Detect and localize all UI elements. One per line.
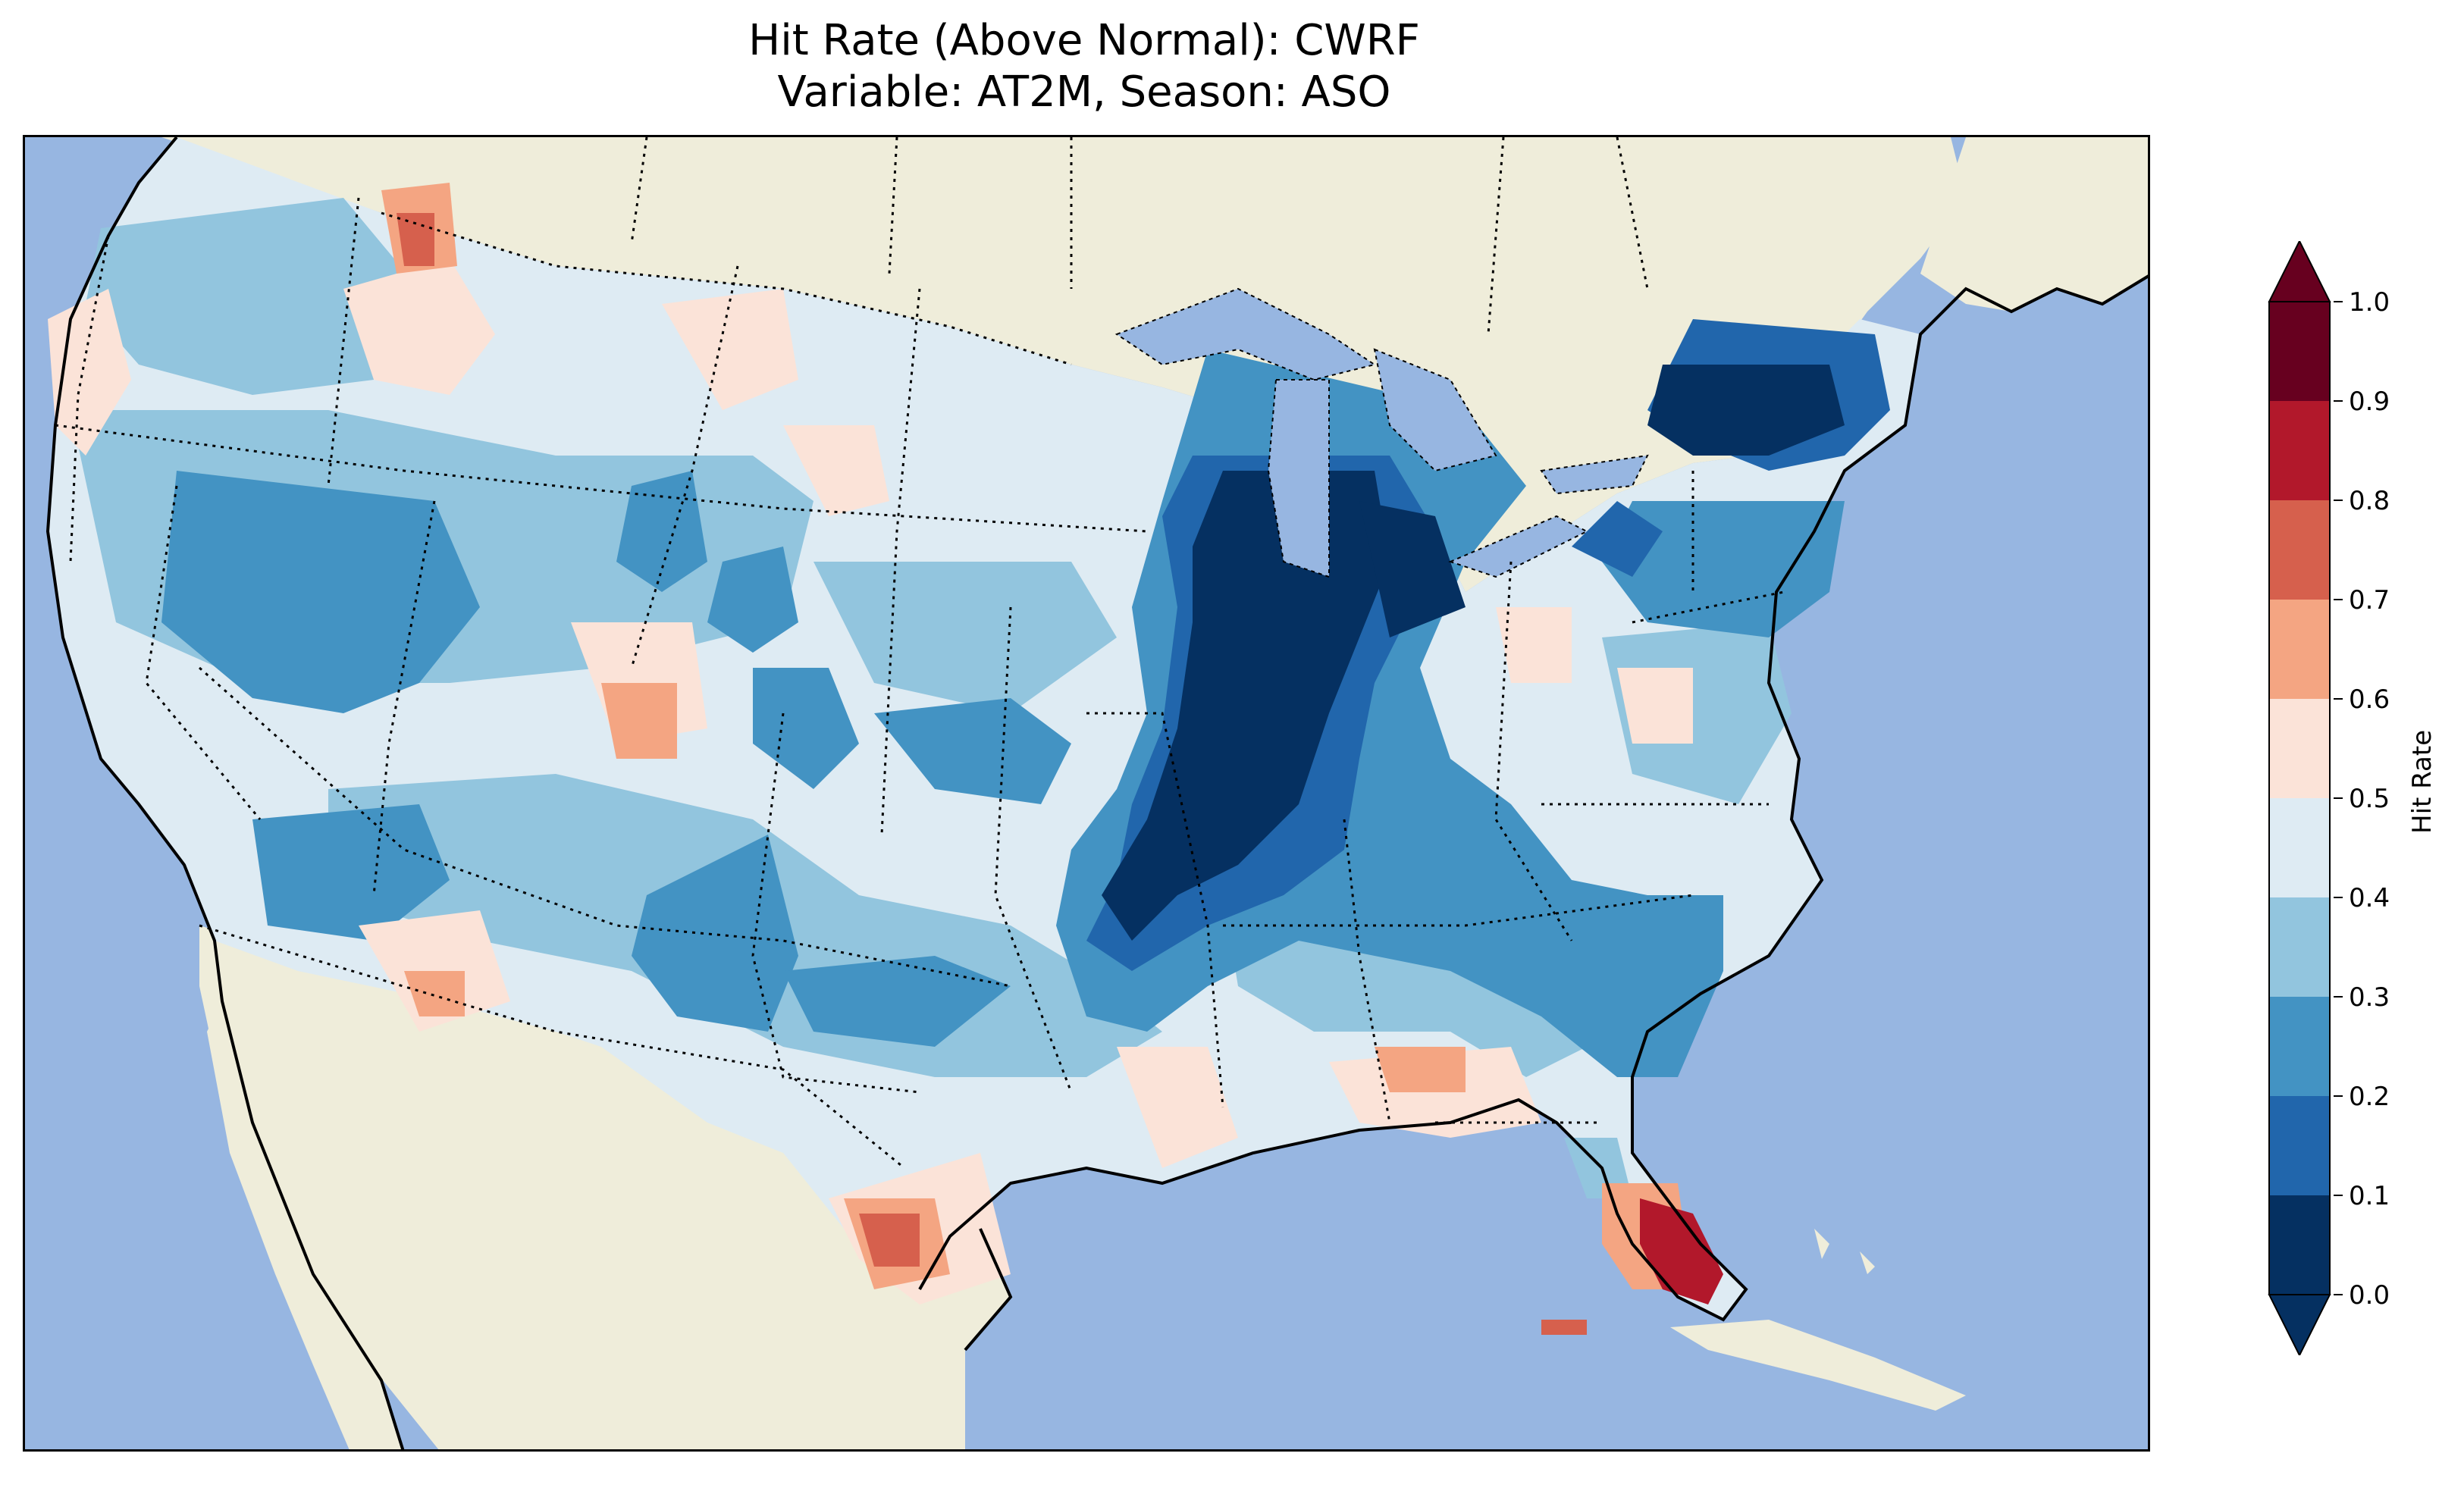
map-title-line1: Hit Rate (Above Normal): CWRF <box>748 16 1420 65</box>
great-lakes <box>1114 287 1649 578</box>
colorbar-tick-label: 0.6 <box>2349 684 2390 715</box>
colorbar-bin-0 <box>2269 1195 2330 1295</box>
map-canvas <box>25 137 2148 1449</box>
colorbar-tick-label: 0.2 <box>2349 1082 2390 1112</box>
colorbar-bin-3 <box>2269 897 2330 997</box>
colorbar-tick-label: 0.9 <box>2349 387 2390 417</box>
mexico-land <box>199 926 1011 1449</box>
colorbar-tick-axis: 0.0 0.1 0.2 0.3 0.4 0.5 0.6 0.7 0.8 0.9 1.0 <box>2334 287 2390 1311</box>
colorbar-tick-label: 0.8 <box>2349 486 2390 516</box>
colorbar-bins <box>2269 302 2330 1295</box>
colorbar-label: Hit Rate <box>2407 729 2437 834</box>
colorbar-tick-label: 0.7 <box>2349 585 2390 615</box>
country-borders <box>199 137 1649 1170</box>
colorbar-bin-2 <box>2269 997 2330 1096</box>
colorbar-outline <box>2268 301 2331 1295</box>
hit-rate-field <box>48 137 1920 1335</box>
baja-land <box>207 1001 403 1449</box>
colorbar-bin-1 <box>2269 1096 2330 1195</box>
coastline <box>45 137 2148 1449</box>
colorbar-bin-9 <box>2269 302 2330 401</box>
colorbar-tick-label: 0.5 <box>2349 784 2390 814</box>
cuba-land <box>1670 1320 1966 1411</box>
colorbar <box>2268 241 2331 1355</box>
maritimes-land <box>1920 137 2148 312</box>
colorbar-tick-label: 0.4 <box>2349 883 2390 913</box>
colorbar-bin-5 <box>2269 699 2330 798</box>
map-title-line2: Variable: AT2M, Season: ASO <box>777 67 1391 117</box>
colorbar-extend-min <box>2268 1294 2331 1355</box>
colorbar-tick-label: 0.0 <box>2349 1280 2390 1311</box>
bahamas-land <box>1814 1229 1875 1274</box>
colorbar-tick-label: 1.0 <box>2349 287 2390 318</box>
colorbar-bin-4 <box>2269 798 2330 897</box>
colorbar-bin-7 <box>2269 500 2330 600</box>
map-panel <box>23 135 2150 1452</box>
colorbar-tick-label: 0.3 <box>2349 982 2390 1013</box>
colorbar-bin-6 <box>2269 600 2330 699</box>
colorbar-extend-max <box>2268 241 2331 302</box>
colorbar-bin-8 <box>2269 401 2330 500</box>
state-borders <box>55 197 1785 1124</box>
colorbar-tick-label: 0.1 <box>2349 1181 2390 1211</box>
